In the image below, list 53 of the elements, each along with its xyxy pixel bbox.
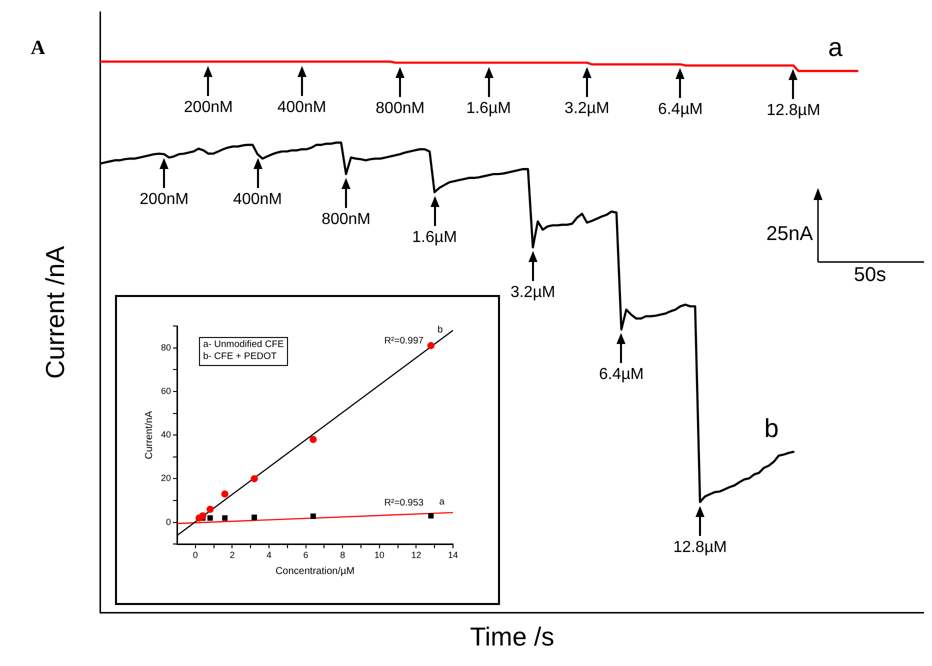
point (428, 513, 434, 519)
y-tick-label: 0 (166, 516, 172, 527)
annotation: b- CFE + PEDOT (203, 351, 278, 364)
point (221, 490, 228, 498)
annotation: 6.4µM (598, 366, 644, 384)
annotation: 200nM (140, 191, 189, 208)
point (252, 514, 258, 520)
annotation: 800nM (376, 100, 425, 117)
x-tick-label: 12 (411, 550, 422, 560)
x-tick-label: 0 (192, 550, 198, 560)
x-tick-label: 6 (303, 550, 308, 560)
point (310, 514, 316, 519)
y-tick-label: 60 (160, 386, 172, 396)
x-tick-label: 14 (448, 550, 458, 560)
point (310, 436, 317, 444)
annotation: 3.2µM (564, 100, 610, 117)
x-tick-label: 8 (340, 550, 346, 560)
annotation: 3.2µM (510, 284, 556, 302)
y-tick-label: 80 (160, 342, 172, 352)
y-axis-title: Current/nA (144, 410, 155, 460)
text: A (30, 37, 46, 59)
annotation: 6.4µM (658, 101, 703, 118)
x-axis-title: Time /s (470, 622, 554, 652)
annotation: a- Unmodified CFE (203, 338, 284, 352)
series-label: a (828, 32, 843, 62)
x-tick-label: 10 (374, 550, 384, 560)
annotation: 400nM (277, 98, 326, 116)
point (206, 506, 214, 513)
annotation: 1.6µM (466, 100, 512, 117)
point (199, 512, 206, 520)
annotation: 50s (854, 264, 886, 286)
y-tick-label: 40 (160, 430, 172, 440)
annotation: 800nM (322, 211, 370, 228)
annotation: a (439, 496, 445, 507)
x-axis-title: Concentration/µM (275, 566, 355, 577)
annotation: 12.8µM (673, 539, 727, 556)
annotation: R²=0.953 (384, 496, 424, 508)
x-tick-label: 4 (266, 550, 272, 560)
point (250, 475, 258, 482)
annotation: 200nM (184, 98, 233, 116)
point (207, 515, 213, 521)
annotation: R²=0.997 (384, 336, 424, 347)
point (427, 342, 435, 350)
y-axis-title: Current /nA (40, 245, 70, 379)
annotation: 400nM (233, 191, 282, 208)
point (222, 515, 228, 521)
series-label: b (764, 412, 779, 443)
annotation: 12.8µM (766, 102, 820, 120)
annotation: 25nA (766, 223, 813, 245)
y-tick-label: 20 (160, 473, 172, 484)
x-tick-label: 2 (230, 550, 235, 560)
annotation: 1.6µM (412, 229, 457, 246)
annotation: b (437, 324, 443, 336)
